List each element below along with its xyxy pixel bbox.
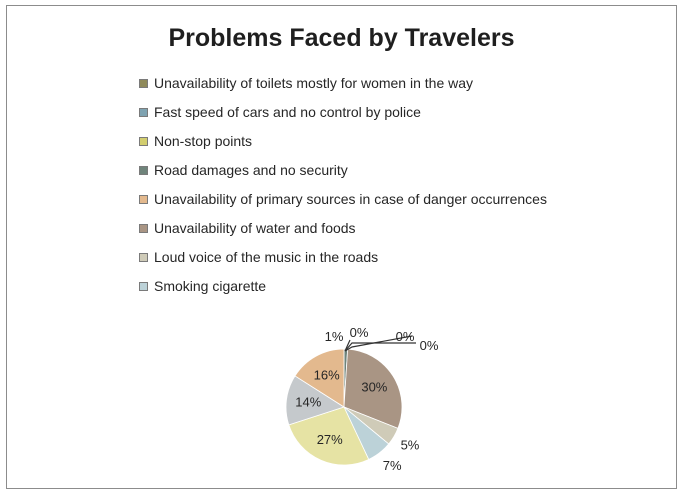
pie-slice bbox=[288, 406, 370, 466]
slice-label: 0% bbox=[420, 338, 439, 353]
legend-label: Unavailability of toilets mostly for wom… bbox=[154, 75, 474, 91]
chart-title: Problems Faced by Travelers bbox=[168, 24, 515, 52]
leader-line bbox=[344, 335, 413, 352]
pie-slice bbox=[294, 348, 345, 408]
slice-label: 0% bbox=[396, 329, 415, 344]
slice-label: 30% bbox=[361, 380, 387, 395]
legend-label: Unavailability of primary sources in cas… bbox=[154, 191, 547, 207]
legend-label: Road damages and no security bbox=[154, 162, 348, 178]
legend-swatch bbox=[139, 224, 148, 233]
slice-label: 0% bbox=[350, 325, 369, 340]
slice-label: 27% bbox=[317, 432, 343, 447]
legend-swatch bbox=[139, 166, 148, 175]
legend-label: Loud voice of the music in the roads bbox=[154, 249, 379, 265]
slice-label: 7% bbox=[383, 458, 402, 473]
legend-label: Unavailability of water and foods bbox=[154, 220, 356, 236]
legend-swatch bbox=[139, 282, 148, 291]
leader-line bbox=[344, 339, 351, 352]
legend-label: Smoking cigarette bbox=[154, 278, 267, 294]
slice-label: 14% bbox=[295, 394, 321, 409]
legend-swatch bbox=[139, 108, 148, 117]
legend-label: Fast speed of cars and no control by pol… bbox=[154, 104, 421, 120]
slice-label: 16% bbox=[314, 367, 340, 382]
leader-line bbox=[344, 342, 416, 352]
legend-swatch bbox=[139, 79, 148, 88]
pie-slice bbox=[285, 375, 345, 426]
slice-label: 1% bbox=[325, 329, 344, 344]
pie-slice bbox=[343, 348, 403, 429]
legend-label: Non-stop points bbox=[154, 133, 253, 149]
legend-swatch bbox=[139, 195, 148, 204]
legend-swatch bbox=[139, 253, 148, 262]
slice-label: 5% bbox=[401, 438, 420, 453]
legend-swatch bbox=[139, 137, 148, 146]
